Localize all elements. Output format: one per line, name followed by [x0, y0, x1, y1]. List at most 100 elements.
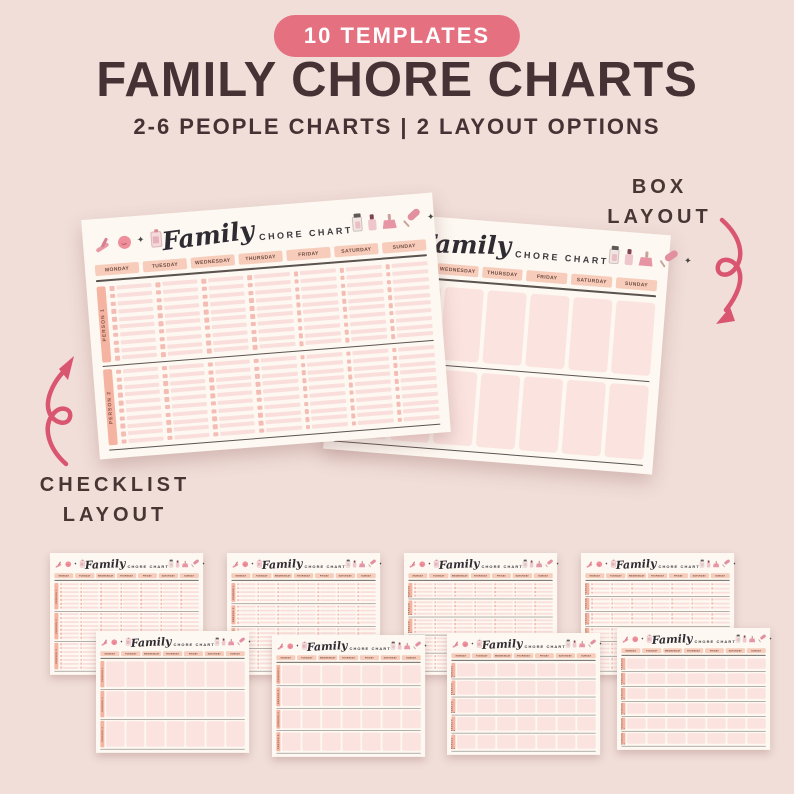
- chore-box: [577, 717, 596, 731]
- checklist-row: [317, 605, 336, 608]
- chore-box: [497, 681, 516, 695]
- person-section: PERSON 3: [585, 611, 730, 627]
- write-in-line: [300, 276, 337, 284]
- day-columns: [106, 721, 245, 747]
- day-column: [667, 733, 686, 744]
- write-in-line: [457, 590, 473, 593]
- checklist-row: [434, 648, 453, 651]
- person-section: PERSON 4: [621, 701, 766, 717]
- write-in-line: [260, 650, 276, 653]
- checklist-row: [140, 617, 159, 620]
- day-column: [414, 619, 433, 633]
- day-pill: SUNDAY: [225, 651, 245, 657]
- day-column: [518, 376, 564, 455]
- write-in-line: [161, 279, 198, 287]
- write-in-line: [123, 595, 139, 597]
- write-in-line: [403, 414, 440, 422]
- checkbox-square: [691, 617, 694, 620]
- write-in-line: [714, 587, 730, 590]
- day-column: [494, 583, 513, 597]
- checkbox-square: [252, 337, 258, 342]
- write-in-line: [258, 334, 295, 342]
- write-in-line: [714, 617, 730, 620]
- checklist-row: [60, 617, 79, 620]
- checkbox-square: [388, 303, 394, 308]
- write-in-line: [457, 587, 473, 589]
- checkbox-square: [454, 612, 457, 615]
- checklist-row: [160, 613, 179, 616]
- write-in-line: [694, 602, 710, 605]
- checkbox-square: [80, 583, 83, 586]
- write-in-line: [124, 390, 161, 397]
- checklist-row: [414, 623, 433, 626]
- header-rule: [408, 579, 553, 581]
- checklist-row: [591, 606, 610, 609]
- checkbox-square: [397, 417, 403, 423]
- checkbox-square: [357, 587, 360, 590]
- day-column: [591, 613, 610, 624]
- day-pill: THURSDAY: [470, 573, 491, 579]
- checkbox-square: [277, 613, 280, 616]
- checkbox-square: [434, 583, 437, 586]
- chore-box: [477, 681, 496, 695]
- header-icons-right: ✦: [608, 247, 693, 270]
- write-in-line: [349, 311, 386, 319]
- day-pill: MONDAY: [276, 655, 296, 661]
- checklist-row: [140, 583, 159, 586]
- write-in-line: [614, 587, 630, 590]
- write-in-line: [497, 612, 513, 615]
- checkbox-square: [514, 601, 517, 604]
- checkbox-square: [391, 347, 397, 353]
- write-in-line: [117, 306, 154, 314]
- checkbox-square: [671, 591, 674, 594]
- chart-script-title: Family: [615, 556, 657, 572]
- checklist-row: [120, 606, 139, 609]
- checkbox-square: [337, 583, 340, 586]
- checklist-row: [237, 609, 256, 612]
- checkbox-square: [211, 400, 216, 406]
- day-column: [282, 710, 301, 729]
- write-in-line: [517, 623, 533, 625]
- checkbox-square: [357, 632, 360, 635]
- checkbox-square: [494, 587, 497, 590]
- checkbox-square: [80, 636, 83, 639]
- checkbox-square: [277, 621, 280, 624]
- day-column: [106, 661, 125, 687]
- checklist-row: [257, 666, 276, 669]
- checklist-row: [180, 602, 199, 605]
- checkbox-square: [350, 405, 356, 411]
- checklist-row: [691, 602, 710, 605]
- write-in-line: [416, 590, 433, 593]
- checkbox-square: [80, 658, 83, 661]
- day-columns: [627, 658, 766, 669]
- checkbox-square: [80, 647, 83, 650]
- checklist-row: [390, 330, 434, 339]
- checklist-row: [631, 583, 650, 586]
- checklist-row: [100, 587, 119, 590]
- checkbox-square: [386, 279, 392, 285]
- checkbox-square: [257, 640, 260, 643]
- day-column: [237, 605, 256, 624]
- dustpan-brush-icon: [639, 253, 655, 266]
- header-icons-left: ✦: [277, 641, 307, 650]
- checkbox-square: [514, 605, 517, 608]
- day-column: [180, 583, 199, 609]
- day-column: [747, 673, 766, 684]
- checkbox-square: [711, 602, 714, 605]
- checkbox-square: [80, 587, 83, 590]
- template-count-badge: 10 TEMPLATES: [273, 15, 521, 57]
- write-in-line: [83, 591, 99, 593]
- checkbox-square: [414, 590, 417, 593]
- write-in-line: [394, 300, 431, 308]
- checkbox-square: [304, 417, 310, 422]
- squeegee-icon: [622, 636, 629, 643]
- write-in-line: [303, 315, 340, 323]
- checkbox-square: [317, 621, 320, 624]
- write-in-line: [163, 621, 179, 623]
- checkbox-square: [100, 624, 103, 627]
- day-column: [557, 663, 576, 677]
- chore-box: [106, 721, 125, 747]
- checklist-row: [60, 606, 79, 609]
